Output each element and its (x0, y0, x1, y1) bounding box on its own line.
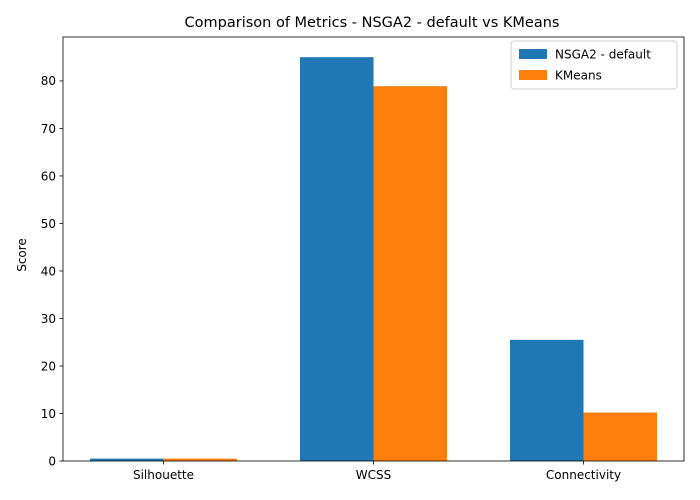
y-tick-label: 10 (41, 407, 56, 421)
legend-label-kmeans: KMeans (555, 69, 602, 83)
bar-kmeans-connectivity (583, 412, 657, 461)
bar-nsga2-default-wcss (300, 57, 374, 461)
y-axis-ticks: 0 10 20 30 40 50 60 70 80 (41, 74, 63, 468)
legend-swatch-kmeans (519, 70, 547, 80)
y-tick-label: 70 (41, 122, 56, 136)
legend: NSGA2 - default KMeans (510, 40, 678, 90)
x-tick-label: Silhouette (133, 468, 194, 482)
bar-kmeans-wcss (373, 86, 447, 462)
legend-box (510, 40, 678, 90)
y-tick-label: 30 (41, 312, 56, 326)
y-tick-label: 80 (41, 74, 56, 88)
legend-swatch-nsga2-default (519, 49, 547, 59)
axes-frame (62, 36, 685, 462)
bars (90, 57, 657, 462)
bar-nsga2-default-connectivity (510, 339, 584, 461)
chart-title: Comparison of Metrics - NSGA2 - default … (185, 15, 560, 31)
bar-nsga2-default-silhouette (90, 458, 164, 461)
x-axis-ticks: Silhouette WCSS Connectivity (133, 461, 621, 482)
x-tick-label: Connectivity (546, 468, 621, 482)
y-tick-label: 60 (41, 169, 56, 183)
y-axis-label: Score (15, 238, 29, 272)
y-tick-label: 20 (41, 359, 56, 373)
bar-kmeans-silhouette (163, 458, 237, 461)
legend-label-nsga2-default: NSGA2 - default (555, 48, 651, 62)
y-tick-label: 0 (48, 454, 56, 468)
y-tick-label: 50 (41, 217, 56, 231)
axes-spines (62, 36, 685, 462)
x-tick-label: WCSS (356, 468, 391, 482)
y-tick-label: 40 (41, 264, 56, 278)
